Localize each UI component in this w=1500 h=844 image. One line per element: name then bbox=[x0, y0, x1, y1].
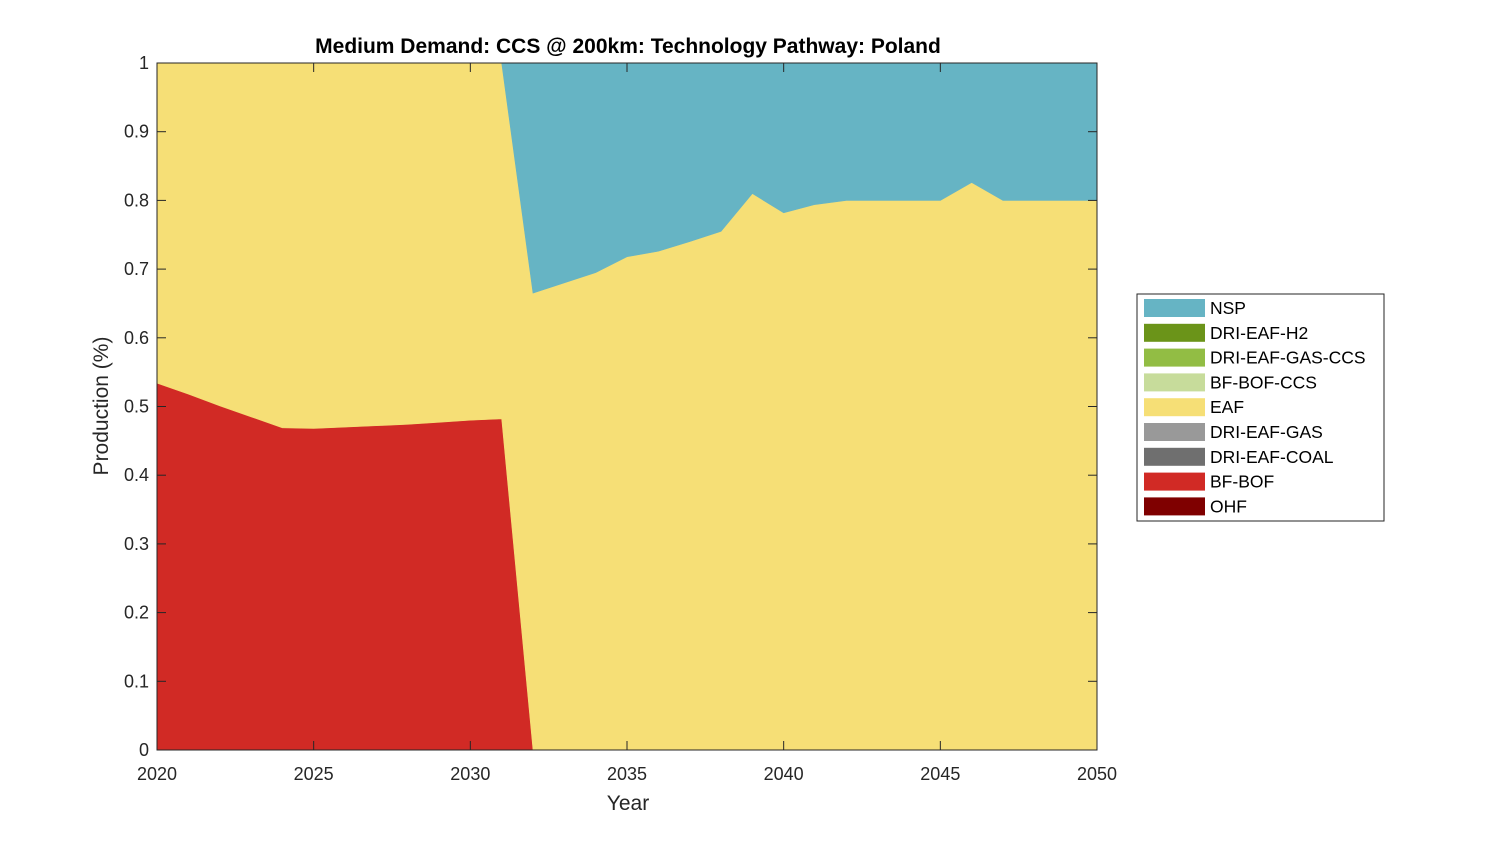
legend-label-dri-eaf-coal: DRI-EAF-COAL bbox=[1210, 447, 1334, 467]
x-axis-title: Year bbox=[607, 792, 649, 815]
x-tick-label: 2030 bbox=[450, 764, 490, 784]
legend-swatch-bf-bof-ccs bbox=[1144, 373, 1205, 392]
legend-label-dri-eaf-gas: DRI-EAF-GAS bbox=[1210, 422, 1323, 442]
legend-label-dri-eaf-h2: DRI-EAF-H2 bbox=[1210, 323, 1308, 343]
legend: NSP DRI-EAF-H2 DRI-EAF-GAS-CCS BF-BOF-CCS EA… bbox=[1136, 293, 1385, 522]
y-tick-label: 0 bbox=[139, 740, 149, 760]
y-tick-label: 0.3 bbox=[124, 534, 149, 554]
area-series-layer bbox=[156, 62, 1098, 751]
y-tick-label: 0.4 bbox=[124, 465, 149, 485]
chart-title: Medium Demand: CCS @ 200km: Technology P… bbox=[315, 35, 941, 58]
legend-label-ohf: OHF bbox=[1210, 496, 1247, 516]
legend-swatch-eaf bbox=[1144, 398, 1205, 417]
axes: 2020 2025 2030 2035 2040 2045 2050 0 0.1 0.2 0.3 0.… bbox=[124, 53, 1117, 784]
y-tick-label: 0.7 bbox=[124, 259, 149, 279]
x-tick-label: 2040 bbox=[764, 764, 804, 784]
y-tick-label: 0.5 bbox=[124, 397, 149, 417]
y-axis-title: Production (%) bbox=[90, 337, 113, 476]
legend-label-bf-bof: BF-BOF bbox=[1210, 472, 1274, 492]
y-tick-label: 0.8 bbox=[124, 190, 149, 210]
legend-label-dri-eaf-gas-ccs: DRI-EAF-GAS-CCS bbox=[1210, 348, 1366, 368]
legend-swatch-dri-eaf-gas bbox=[1144, 423, 1205, 441]
x-tick-label: 2020 bbox=[137, 764, 177, 784]
legend-swatch-dri-eaf-h2 bbox=[1144, 323, 1205, 342]
legend-swatch-nsp bbox=[1144, 299, 1205, 317]
legend-label-nsp: NSP bbox=[1210, 298, 1246, 318]
y-tick-label: 0.9 bbox=[124, 122, 149, 142]
x-tick-label: 2025 bbox=[294, 764, 334, 784]
legend-label-bf-bof-ccs: BF-BOF-CCS bbox=[1210, 372, 1317, 392]
x-tick-label: 2045 bbox=[920, 764, 960, 784]
y-tick-label: 1 bbox=[139, 53, 149, 73]
legend-swatch-ohf bbox=[1144, 497, 1205, 516]
x-tick-label: 2035 bbox=[607, 764, 647, 784]
legend-swatch-dri-eaf-coal bbox=[1144, 447, 1205, 466]
legend-swatch-dri-eaf-gas-ccs bbox=[1144, 348, 1205, 367]
legend-label-eaf: EAF bbox=[1210, 397, 1244, 417]
y-tick-label: 0.2 bbox=[124, 603, 149, 623]
y-tick-label: 0.1 bbox=[124, 671, 149, 691]
legend-swatch-bf-bof bbox=[1144, 472, 1205, 491]
x-tick-label: 2050 bbox=[1077, 764, 1117, 784]
y-tick-label: 0.6 bbox=[124, 328, 149, 348]
